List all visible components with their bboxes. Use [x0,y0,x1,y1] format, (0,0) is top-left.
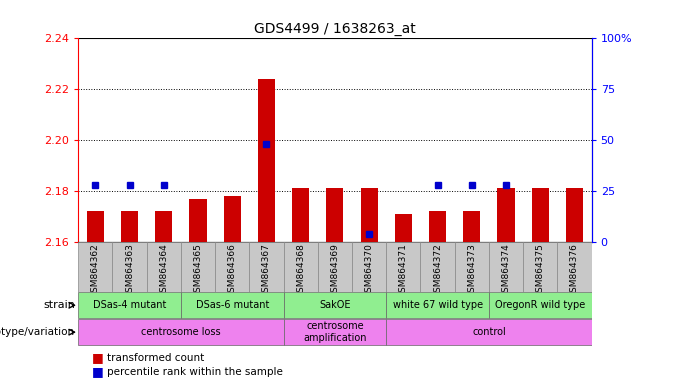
Text: percentile rank within the sample: percentile rank within the sample [107,366,283,377]
Bar [78,292,181,318]
Text: GSM864375: GSM864375 [536,243,545,298]
Text: GSM864373: GSM864373 [467,243,476,298]
Bar [155,212,172,242]
Text: GSM864371: GSM864371 [399,243,408,298]
Bar [326,189,343,242]
Bar [258,79,275,242]
Text: GSM864367: GSM864367 [262,243,271,298]
Text: GSM864363: GSM864363 [125,243,134,298]
Bar [87,212,104,242]
Text: DSas-4 mutant: DSas-4 mutant [93,300,166,310]
Bar [284,292,386,318]
Bar [352,242,386,292]
Text: GSM864372: GSM864372 [433,243,442,298]
Text: SakOE: SakOE [319,300,351,310]
Bar [498,189,515,242]
Bar [284,319,386,345]
Text: GSM864368: GSM864368 [296,243,305,298]
Text: GSM864362: GSM864362 [91,243,100,298]
Bar [147,242,181,292]
Bar [395,214,412,242]
Text: OregonR wild type: OregonR wild type [495,300,585,310]
Bar [360,189,377,242]
Bar [181,242,215,292]
Text: GSM864374: GSM864374 [502,243,511,298]
Bar [489,292,592,318]
Text: GSM864376: GSM864376 [570,243,579,298]
Text: centrosome
amplification: centrosome amplification [303,321,367,343]
Text: GSM864365: GSM864365 [194,243,203,298]
Bar [489,242,523,292]
Bar [532,189,549,242]
Bar [386,242,420,292]
Bar [215,242,250,292]
Title: GDS4499 / 1638263_at: GDS4499 / 1638263_at [254,22,415,36]
Bar [250,242,284,292]
Text: DSas-6 mutant: DSas-6 mutant [196,300,269,310]
Bar [566,189,583,242]
Text: GSM864366: GSM864366 [228,243,237,298]
Text: GSM864370: GSM864370 [364,243,373,298]
Bar [78,242,112,292]
Bar [78,319,284,345]
Bar [121,212,138,242]
Bar [386,292,489,318]
Bar [292,189,309,242]
Text: control: control [472,327,506,337]
Bar [523,242,558,292]
Bar [463,212,480,242]
Text: GSM864369: GSM864369 [330,243,339,298]
Bar [318,242,352,292]
Bar [190,199,207,242]
Text: ■: ■ [92,365,103,378]
Bar [224,196,241,242]
Bar [420,242,455,292]
Text: transformed count: transformed count [107,353,204,363]
Text: white 67 wild type: white 67 wild type [392,300,483,310]
Bar [429,212,446,242]
Bar [181,292,284,318]
Bar [386,319,592,345]
Text: ■: ■ [92,351,103,364]
Text: genotype/variation: genotype/variation [0,327,75,337]
Text: GSM864364: GSM864364 [159,243,168,298]
Bar [284,242,318,292]
Text: strain: strain [43,300,75,310]
Bar [112,242,147,292]
Text: centrosome loss: centrosome loss [141,327,221,337]
Bar [455,242,489,292]
Bar [558,242,592,292]
